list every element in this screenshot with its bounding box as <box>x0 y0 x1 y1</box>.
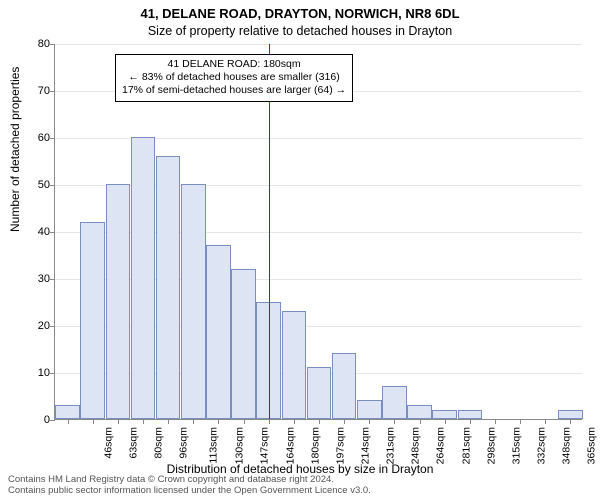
x-tick-label: 80sqm <box>152 427 164 459</box>
y-tick-label: 20 <box>26 320 50 332</box>
x-tick-mark <box>570 419 571 424</box>
x-tick-mark <box>68 419 69 424</box>
x-tick-mark <box>143 419 144 424</box>
histogram-bar <box>55 405 80 419</box>
histogram-bar <box>131 137 156 419</box>
title-primary: 41, DELANE ROAD, DRAYTON, NORWICH, NR8 6… <box>0 6 600 21</box>
x-tick-label: 96sqm <box>178 427 190 459</box>
x-tick-mark <box>269 419 270 424</box>
y-tick-label: 10 <box>26 367 50 379</box>
x-tick-mark <box>520 419 521 424</box>
x-tick-mark <box>344 419 345 424</box>
x-tick-mark <box>445 419 446 424</box>
histogram-bar <box>206 245 231 419</box>
y-tick-mark <box>50 91 55 92</box>
histogram-bar <box>106 184 131 419</box>
x-tick-label: 281sqm <box>460 427 472 464</box>
histogram-bar <box>432 410 457 419</box>
y-tick-label: 50 <box>26 179 50 191</box>
y-tick-label: 60 <box>26 132 50 144</box>
y-tick-mark <box>50 420 55 421</box>
x-tick-mark <box>394 419 395 424</box>
x-tick-mark <box>470 419 471 424</box>
x-tick-label: 298sqm <box>485 427 497 464</box>
x-tick-label: 46sqm <box>102 427 114 459</box>
histogram-bar <box>458 410 483 419</box>
x-tick-label: 147sqm <box>259 427 271 464</box>
x-tick-mark <box>193 419 194 424</box>
histogram-bar <box>181 184 206 419</box>
x-tick-label: 197sqm <box>334 427 346 464</box>
x-tick-label: 264sqm <box>435 427 447 464</box>
y-tick-mark <box>50 138 55 139</box>
histogram-bar <box>307 367 332 419</box>
y-tick-label: 30 <box>26 273 50 285</box>
histogram-bar <box>156 156 181 419</box>
x-tick-mark <box>168 419 169 424</box>
x-tick-label: 180sqm <box>309 427 321 464</box>
x-tick-mark <box>118 419 119 424</box>
histogram-bar <box>80 222 105 419</box>
x-tick-mark <box>93 419 94 424</box>
x-tick-mark <box>294 419 295 424</box>
y-tick-mark <box>50 232 55 233</box>
x-tick-label: 113sqm <box>208 427 220 464</box>
x-tick-label: 315sqm <box>510 427 522 464</box>
x-tick-mark <box>369 419 370 424</box>
x-tick-mark <box>319 419 320 424</box>
x-tick-label: 348sqm <box>561 427 573 464</box>
plot-area: 41 DELANE ROAD: 180sqm← 83% of detached … <box>54 44 582 420</box>
x-tick-mark <box>545 419 546 424</box>
y-tick-mark <box>50 44 55 45</box>
y-axis-label: Number of detached properties <box>8 67 22 232</box>
annotation-line: 17% of semi-detached houses are larger (… <box>122 84 346 97</box>
y-tick-label: 40 <box>26 226 50 238</box>
x-tick-mark <box>495 419 496 424</box>
y-tick-mark <box>50 279 55 280</box>
x-tick-label: 248sqm <box>410 427 422 464</box>
x-tick-mark <box>218 419 219 424</box>
title-secondary: Size of property relative to detached ho… <box>0 24 600 38</box>
y-tick-mark <box>50 326 55 327</box>
x-tick-label: 130sqm <box>234 427 246 464</box>
footer-attribution: Contains HM Land Registry data © Crown c… <box>8 475 592 497</box>
annotation-line: ← 83% of detached houses are smaller (31… <box>122 71 346 84</box>
x-tick-label: 214sqm <box>359 427 371 464</box>
x-tick-label: 365sqm <box>586 427 598 464</box>
x-tick-label: 63sqm <box>127 427 139 459</box>
x-tick-label: 231sqm <box>385 427 397 464</box>
x-tick-label: 164sqm <box>284 427 296 464</box>
histogram-bar <box>407 405 432 419</box>
x-tick-mark <box>420 419 421 424</box>
y-tick-mark <box>50 373 55 374</box>
grid-line <box>55 44 582 45</box>
histogram-bar <box>382 386 407 419</box>
annotation-box: 41 DELANE ROAD: 180sqm← 83% of detached … <box>115 54 353 102</box>
chart-container: 41, DELANE ROAD, DRAYTON, NORWICH, NR8 6… <box>0 0 600 500</box>
y-tick-label: 70 <box>26 85 50 97</box>
y-tick-label: 0 <box>26 414 50 426</box>
x-tick-mark <box>244 419 245 424</box>
histogram-bar <box>558 410 583 419</box>
annotation-line: 41 DELANE ROAD: 180sqm <box>122 58 346 71</box>
histogram-bar <box>282 311 307 419</box>
histogram-bar <box>332 353 357 419</box>
footer-line-2: Contains public sector information licen… <box>8 486 592 497</box>
histogram-bar <box>231 269 256 419</box>
x-tick-label: 332sqm <box>535 427 547 464</box>
y-tick-mark <box>50 185 55 186</box>
y-tick-label: 80 <box>26 38 50 50</box>
histogram-bar <box>357 400 382 419</box>
